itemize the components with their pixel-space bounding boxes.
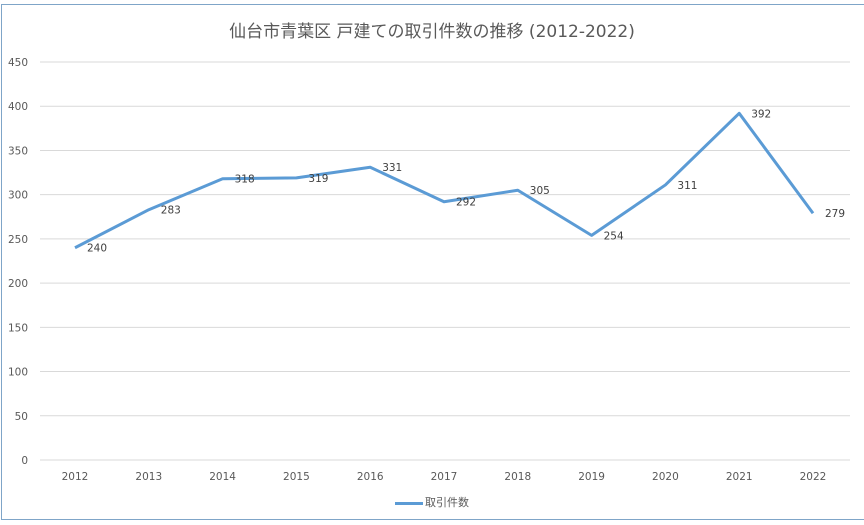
y-tick-label: 250: [8, 234, 28, 246]
legend-label: 取引件数: [425, 496, 469, 509]
y-tick-label: 450: [8, 57, 28, 69]
y-tick-label: 200: [8, 278, 28, 290]
x-axis-ticks: 2012 2013 2014 2015 2016 2017 2018 2019 2020 2021…: [62, 471, 827, 483]
data-label: 319: [308, 173, 328, 185]
y-tick-label: 350: [8, 145, 28, 157]
data-label: 292: [456, 197, 476, 209]
x-tick-label: 2017: [431, 471, 458, 483]
data-label: 240: [87, 243, 107, 255]
x-tick-label: 2022: [800, 471, 827, 483]
data-labels: 240 283 318 319 331 292 305 254 311 392 279: [87, 108, 845, 254]
x-tick-label: 2013: [135, 471, 162, 483]
x-tick-label: 2020: [652, 471, 679, 483]
x-tick-label: 2018: [504, 471, 531, 483]
x-tick-label: 2016: [357, 471, 384, 483]
data-label: 254: [604, 230, 624, 242]
y-tick-label: 50: [15, 411, 28, 423]
data-label: 283: [161, 205, 181, 217]
data-label: 279: [825, 208, 845, 220]
x-tick-label: 2014: [209, 471, 236, 483]
y-tick-label: 300: [8, 190, 28, 202]
x-tick-label: 2021: [726, 471, 753, 483]
x-tick-label: 2012: [62, 471, 89, 483]
data-label: 392: [751, 108, 771, 120]
x-tick-label: 2019: [578, 471, 605, 483]
data-label: 311: [677, 180, 697, 192]
y-tick-label: 400: [8, 101, 28, 113]
data-label: 305: [530, 185, 550, 197]
y-tick-label: 150: [8, 322, 28, 334]
y-axis-ticks: 0 50 100 150 200 250 300 350 400 450: [8, 57, 28, 467]
y-tick-label: 100: [8, 367, 28, 379]
series-line-取引件数: [74, 111, 815, 250]
chart-frame: [1, 4, 864, 520]
x-tick-label: 2015: [283, 471, 310, 483]
data-label: 331: [382, 162, 402, 174]
chart-title: 仙台市青葉区 戸建ての取引件数の推移 (2012-2022): [229, 22, 635, 42]
gridlines: [40, 61, 850, 461]
y-tick-label: 0: [21, 455, 28, 467]
data-label: 318: [235, 174, 255, 186]
legend: 取引件数: [0, 494, 864, 510]
legend-line-icon: [395, 501, 423, 505]
